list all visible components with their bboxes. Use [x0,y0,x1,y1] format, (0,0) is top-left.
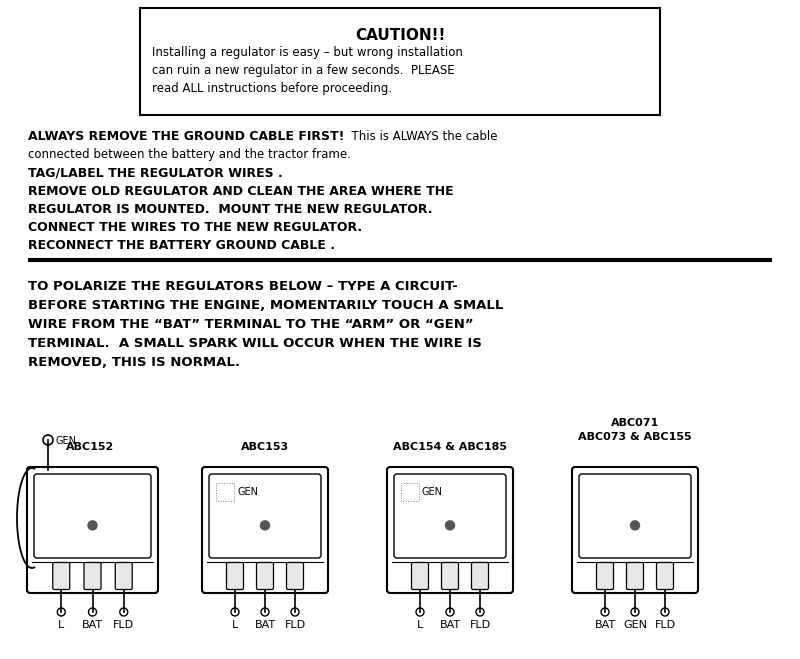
Text: read ALL instructions before proceeding.: read ALL instructions before proceeding. [152,82,392,95]
FancyBboxPatch shape [597,563,614,590]
FancyBboxPatch shape [572,467,698,593]
Text: FLD: FLD [470,620,490,630]
FancyBboxPatch shape [411,563,429,590]
Text: GEN: GEN [237,487,258,497]
FancyBboxPatch shape [84,563,101,590]
FancyBboxPatch shape [471,563,489,590]
Circle shape [630,521,639,530]
Text: L: L [417,620,423,630]
Text: REMOVED, THIS IS NORMAL.: REMOVED, THIS IS NORMAL. [28,356,240,369]
Text: CONNECT THE WIRES TO THE NEW REGULATOR.: CONNECT THE WIRES TO THE NEW REGULATOR. [28,221,362,234]
FancyBboxPatch shape [257,563,274,590]
FancyBboxPatch shape [115,563,132,590]
FancyBboxPatch shape [286,563,303,590]
FancyBboxPatch shape [202,467,328,593]
Text: BAT: BAT [82,620,103,630]
Text: BAT: BAT [254,620,275,630]
Text: FLD: FLD [654,620,675,630]
Text: ABC073 & ABC155: ABC073 & ABC155 [578,432,692,442]
Text: BEFORE STARTING THE ENGINE, MOMENTARILY TOUCH A SMALL: BEFORE STARTING THE ENGINE, MOMENTARILY … [28,299,503,312]
FancyBboxPatch shape [34,474,151,558]
FancyBboxPatch shape [579,474,691,558]
FancyBboxPatch shape [442,563,458,590]
Circle shape [88,521,97,530]
Text: RECONNECT THE BATTERY GROUND CABLE .: RECONNECT THE BATTERY GROUND CABLE . [28,239,335,252]
FancyBboxPatch shape [657,563,674,590]
Text: REMOVE OLD REGULATOR AND CLEAN THE AREA WHERE THE: REMOVE OLD REGULATOR AND CLEAN THE AREA … [28,185,454,198]
Text: CAUTION!!: CAUTION!! [355,28,445,43]
FancyBboxPatch shape [27,467,158,593]
Text: ABC071: ABC071 [611,418,659,428]
FancyBboxPatch shape [394,474,506,558]
Text: ABC152: ABC152 [66,442,114,452]
Circle shape [261,521,270,530]
FancyBboxPatch shape [626,563,643,590]
Text: FLD: FLD [113,620,134,630]
Text: BAT: BAT [594,620,615,630]
FancyBboxPatch shape [209,474,321,558]
Text: ABC154 & ABC185: ABC154 & ABC185 [393,442,507,452]
Text: TO POLARIZE THE REGULATORS BELOW – TYPE A CIRCUIT-: TO POLARIZE THE REGULATORS BELOW – TYPE … [28,280,458,293]
Circle shape [446,521,454,530]
Text: GEN: GEN [55,436,76,446]
Text: ABC153: ABC153 [241,442,289,452]
Bar [401,483,419,501]
Text: GEN: GEN [623,620,647,630]
FancyBboxPatch shape [226,563,243,590]
Text: TERMINAL.  A SMALL SPARK WILL OCCUR WHEN THE WIRE IS: TERMINAL. A SMALL SPARK WILL OCCUR WHEN … [28,337,482,350]
FancyBboxPatch shape [387,467,513,593]
Text: L: L [232,620,238,630]
Text: ALWAYS REMOVE THE GROUND CABLE FIRST!: ALWAYS REMOVE THE GROUND CABLE FIRST! [28,130,344,143]
Text: REGULATOR IS MOUNTED.  MOUNT THE NEW REGULATOR.: REGULATOR IS MOUNTED. MOUNT THE NEW REGU… [28,203,433,216]
Bar [140,8,660,115]
Text: can ruin a new regulator in a few seconds.  PLEASE: can ruin a new regulator in a few second… [152,64,454,77]
Text: TAG/LABEL THE REGULATOR WIRES .: TAG/LABEL THE REGULATOR WIRES . [28,167,282,180]
Text: This is ALWAYS the cable: This is ALWAYS the cable [344,130,498,143]
Text: BAT: BAT [439,620,461,630]
Text: L: L [58,620,64,630]
FancyBboxPatch shape [53,563,70,590]
Text: WIRE FROM THE “BAT” TERMINAL TO THE “ARM” OR “GEN”: WIRE FROM THE “BAT” TERMINAL TO THE “ARM… [28,318,474,331]
Text: GEN: GEN [422,487,443,497]
Text: connected between the battery and the tractor frame.: connected between the battery and the tr… [28,148,351,161]
Text: FLD: FLD [285,620,306,630]
Bar [216,483,234,501]
Text: Installing a regulator is easy – but wrong installation: Installing a regulator is easy – but wro… [152,46,463,59]
